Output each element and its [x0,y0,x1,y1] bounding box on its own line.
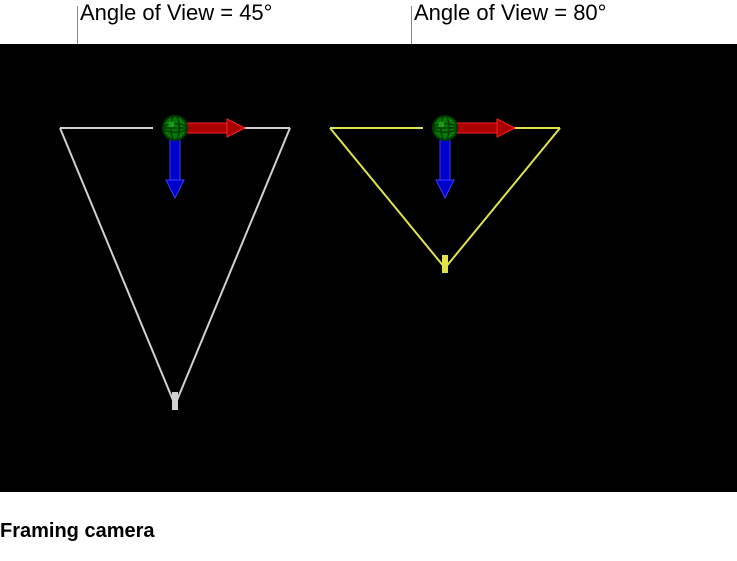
axis-x-arrow-icon [227,119,245,137]
angle-label-left: Angle of View = 45° [80,0,272,26]
axis-x-arrow-icon [497,119,515,137]
axis-z-arrow-icon [166,180,184,198]
gizmo-right [433,116,515,198]
canvas-viewport [0,44,737,492]
label-row: Angle of View = 45° Angle of View = 80° [0,0,737,44]
axis-z-arrow-icon [436,180,454,198]
origin-sphere-icon [433,116,457,140]
scene-svg [0,44,737,492]
angle-label-right: Angle of View = 80° [414,0,606,26]
gizmo-left [163,116,245,198]
figure-caption: Framing camera [0,520,155,543]
origin-sphere-icon [163,116,187,140]
figure: Angle of View = 45° Angle of View = 80° … [0,0,737,561]
